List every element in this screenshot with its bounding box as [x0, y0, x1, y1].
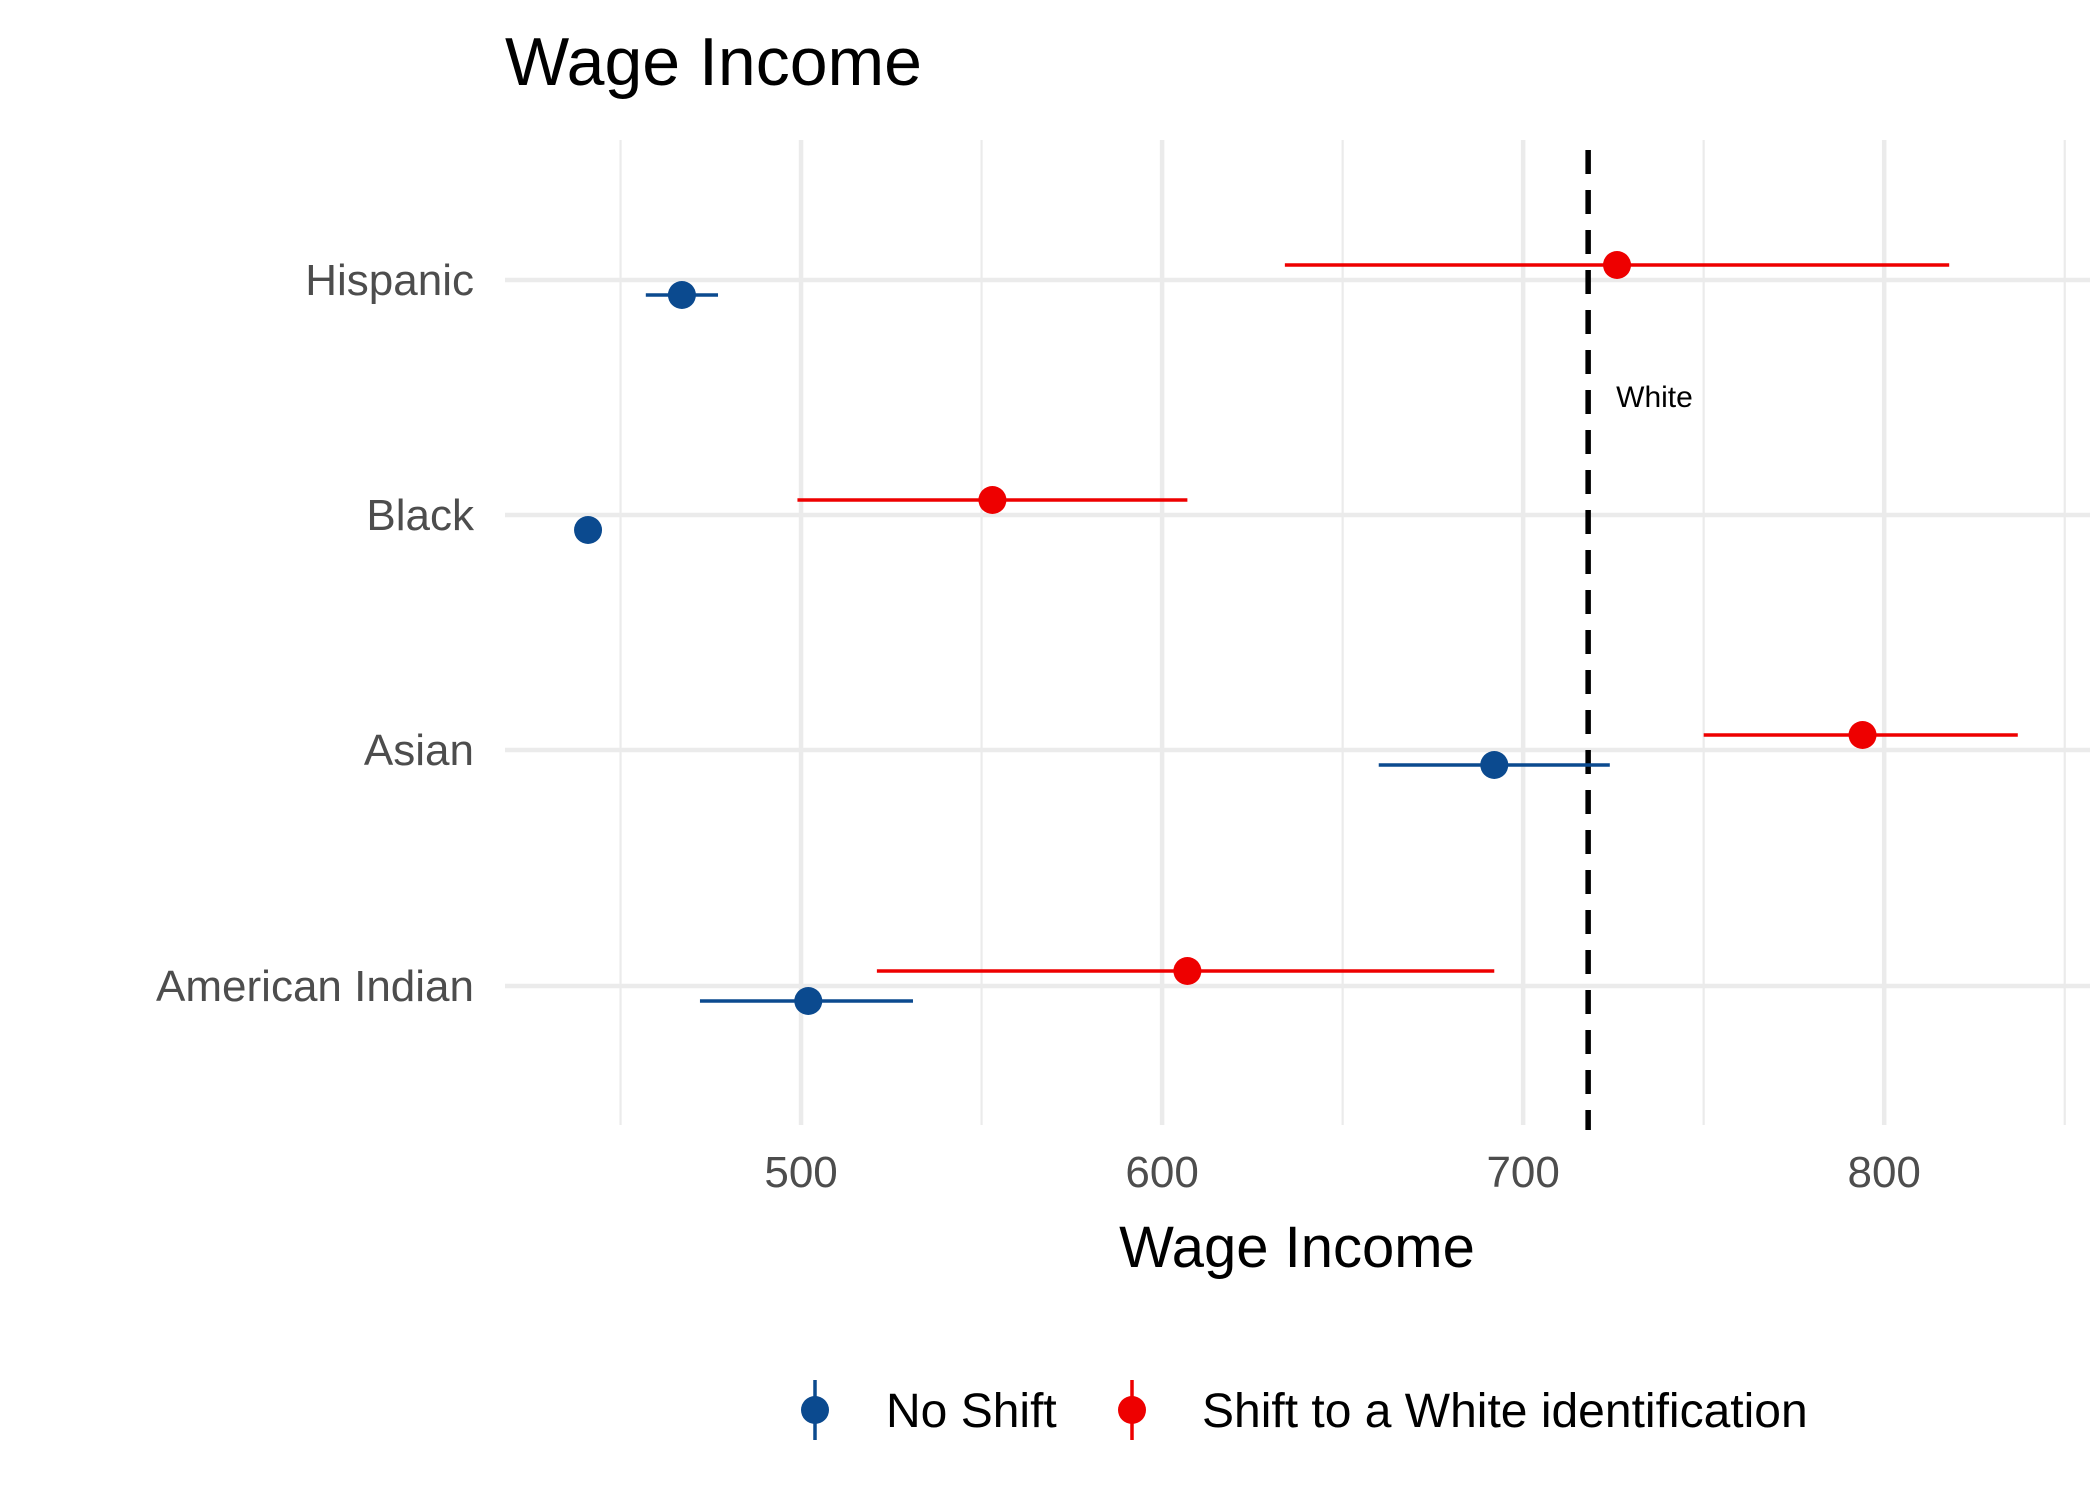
- x-axis: 500 600 700 800: [764, 1148, 1921, 1197]
- y-tick-label: Hispanic: [305, 256, 474, 305]
- legend-key-point: [1118, 1396, 1146, 1424]
- x-tick-label: 800: [1847, 1148, 1920, 1197]
- reference-line-group: White: [1585, 150, 1693, 1130]
- x-tick-label: 600: [1125, 1148, 1198, 1197]
- x-tick-label: 500: [764, 1148, 837, 1197]
- data-point: [1480, 751, 1509, 779]
- series-no-shift: [574, 281, 1610, 1015]
- chart-title: Wage Income: [505, 24, 922, 100]
- y-tick-label: Black: [366, 491, 475, 540]
- x-axis-label: Wage Income: [1119, 1215, 1475, 1280]
- legend-key-point: [801, 1396, 829, 1424]
- grid: [505, 140, 2090, 1125]
- legend-key: [801, 1380, 829, 1440]
- series-group: [574, 251, 2018, 1015]
- legend-label: Shift to a White identification: [1202, 1385, 1808, 1438]
- data-point: [1173, 957, 1202, 985]
- data-point: [1848, 721, 1877, 749]
- series-shift: [797, 251, 2018, 985]
- x-tick-label: 700: [1486, 1148, 1559, 1197]
- data-point: [667, 281, 696, 309]
- legend: No Shift Shift to a White identification: [801, 1380, 1808, 1440]
- data-point: [794, 987, 823, 1015]
- data-point: [574, 516, 603, 544]
- y-tick-label: Asian: [364, 726, 474, 775]
- data-point: [1603, 251, 1632, 279]
- legend-label: No Shift: [886, 1385, 1057, 1438]
- data-point: [978, 486, 1007, 514]
- legend-key: [1118, 1380, 1146, 1440]
- y-tick-label: American Indian: [156, 962, 474, 1011]
- reference-line-label: White: [1616, 381, 1693, 414]
- y-axis: Hispanic Black Asian American Indian: [156, 256, 475, 1011]
